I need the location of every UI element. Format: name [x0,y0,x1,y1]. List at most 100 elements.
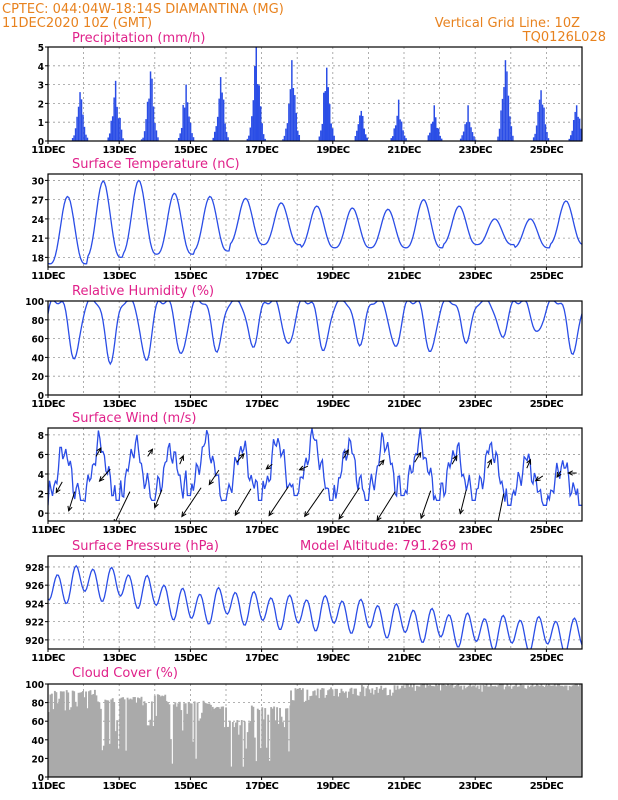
cloud-bar [209,704,212,777]
cloud-bar [478,689,481,777]
cloud-bar [359,691,362,777]
cloud-bar [493,686,495,777]
precip-bar [430,123,433,141]
cloud-bar [386,695,389,777]
cloud-bar [458,686,461,777]
pressure-line [48,564,582,649]
cloud-bar [293,700,295,777]
cloud-bar [531,684,534,777]
cloud-bar [270,707,273,777]
cloud-bar [277,723,280,777]
precip-bar [393,128,395,141]
cloud-bar [485,684,488,777]
precip-bar [500,110,502,141]
precip-bar [76,116,78,141]
precip-bar [568,138,570,141]
cloud-bar [249,721,252,777]
wind-arrow-head [487,458,492,465]
cloud-bar [349,688,352,777]
precip-bar [440,138,443,141]
cloud-bar [165,700,168,777]
wind-arrow-head [420,513,425,520]
cloud-bar [68,709,71,777]
cloud-bar [204,702,206,777]
precip-bar [429,132,431,141]
precip-bar [320,130,322,141]
precip-bar [79,92,81,141]
cloud-bar [466,686,469,777]
precip-bar [402,130,404,141]
cloud-bar [497,685,500,777]
wind-arrow-head [208,479,214,486]
cloud-bar [233,727,236,777]
cloud-bar [324,697,327,777]
cloud-bar [175,706,178,777]
cloud-bar [350,687,353,777]
precip-bar [356,130,358,141]
y-tick-label: 21 [31,234,44,245]
x-tick-label: 25DEC [530,145,564,156]
cloud-bar [283,727,286,777]
cloud-bar [476,685,479,777]
cloud-bar [525,688,528,777]
cloud-bar [573,685,575,777]
cloud-bar [123,699,126,777]
precip-bar [461,135,463,141]
cloud-bar [442,684,445,777]
cloud-bar [565,685,568,777]
cloud-bar [177,703,180,777]
precip-bar [354,135,357,141]
cloud-bar [372,694,375,777]
cloud-bar [447,684,449,777]
precip-bar [498,128,501,141]
y-tick-label: 8 [38,431,44,442]
cloud-bar [495,686,498,777]
cloud-bar [211,706,214,777]
cloud-bar [62,691,65,777]
cloud-bar [438,684,440,777]
cloud-bar [411,687,414,777]
cloud-bar [534,685,537,777]
x-tick-label: 19DEC [316,653,350,664]
plot-frame [47,427,583,522]
cloud-bar [56,703,59,777]
cloud-bar [142,705,144,777]
precip-bar [107,137,109,141]
cloud-bar [214,707,217,777]
cloud-bar [303,701,306,777]
y-tick-label: 5 [38,43,44,54]
wind-arrow [556,470,562,478]
cloud-bar [544,685,547,777]
precip-bar [473,136,475,141]
precip-bar [512,135,514,141]
cloud-bar [467,685,470,777]
x-tick-label: 17DEC [245,653,279,664]
precip-bar [259,106,262,141]
cloud-bar [237,734,240,777]
wind-arrow [376,491,396,521]
cloud-bar [222,706,225,777]
x-tick-label: 11DEC [31,525,65,536]
cloud-bar [228,720,231,777]
x-tick-label: 23DEC [459,271,493,282]
cloud-bar [104,699,107,777]
cloud-bar [421,684,424,777]
wind-arrow-head [567,470,573,476]
plot-frame [47,300,583,396]
y-tick-label: 24 [31,215,44,226]
plot-frame [47,683,583,778]
precip-bar [155,130,158,141]
precip-bar [509,116,511,141]
cloud-bar [116,720,119,777]
cloud-bar [527,685,529,777]
temperature-panel: Surface Temperature (nC) 18 21 24 27 30 11DEC… [31,157,583,282]
model-altitude-label: Model Altitude: 791.269 m [300,539,473,554]
y-tick-label: 0 [38,391,44,402]
cloud-bar [580,684,582,777]
cloud-bar [435,684,438,777]
cloud-bar [231,722,234,777]
cloud-bar [73,691,76,777]
cloud-bar [393,685,396,777]
cloud-bar [111,698,114,777]
cloud-bar [261,707,264,777]
